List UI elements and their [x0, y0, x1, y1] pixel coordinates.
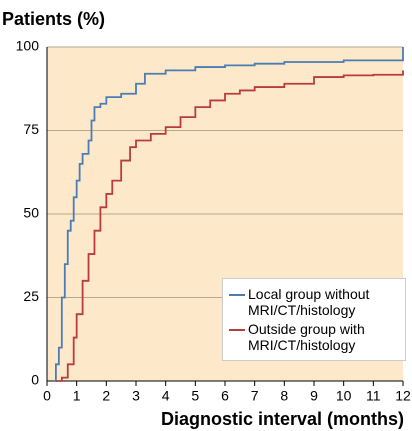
x-tick-label: 11 [366, 388, 381, 404]
legend-entry: Outside group with MRI/CT/histology [229, 321, 399, 353]
y-axis-title: Patients (%) [2, 9, 105, 29]
legend-label: Outside group with MRI/CT/histology [248, 321, 365, 353]
legend-swatch [229, 329, 245, 331]
x-tick-label: 7 [251, 388, 259, 404]
y-tick-label: 75 [23, 121, 39, 137]
legend-entry: Local group without MRI/CT/histology [229, 286, 399, 318]
y-tick-label: 100 [16, 38, 40, 54]
x-tick-label: 12 [395, 388, 411, 404]
series-line [55, 70, 404, 382]
x-tick-label: 4 [162, 388, 170, 404]
x-tick-label: 0 [43, 388, 51, 404]
y-tick-label: 0 [31, 372, 39, 388]
x-axis-title: Diagnostic interval (months) [161, 409, 404, 429]
y-tick-label: 50 [23, 205, 39, 221]
series-line [52, 47, 404, 382]
x-tick-label: 10 [336, 388, 352, 404]
x-tick-label: 3 [132, 388, 140, 404]
legend-label: Local group without MRI/CT/histology [248, 286, 370, 318]
x-tick-label: 1 [73, 388, 81, 404]
x-tick-label: 6 [221, 388, 229, 404]
x-tick-label: 9 [310, 388, 318, 404]
legend: Local group without MRI/CT/histology Outs… [222, 278, 406, 361]
x-tick-label: 8 [280, 388, 288, 404]
x-tick-label: 2 [102, 388, 110, 404]
y-tick-label: 25 [23, 288, 39, 304]
legend-swatch [229, 294, 245, 296]
x-tick-label: 5 [191, 388, 199, 404]
